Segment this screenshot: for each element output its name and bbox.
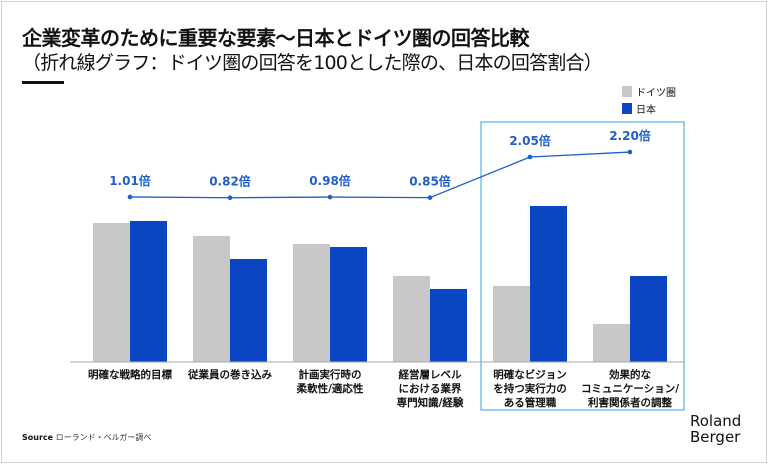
ratio-label: 0.82倍	[209, 174, 251, 189]
legend-swatch	[622, 86, 632, 97]
bar-japan	[530, 206, 567, 362]
x-tick-label: コミュニケーション/	[581, 383, 679, 395]
ratio-point	[127, 194, 133, 200]
x-tick-label: 柔軟性/適応性	[296, 382, 364, 395]
bar-germany	[93, 223, 130, 362]
ratio-point	[327, 194, 333, 200]
x-tick-label: 専門知識/経験	[397, 396, 464, 409]
bar-japan	[630, 276, 667, 362]
bar-germany	[393, 276, 430, 362]
x-tick-label: 利害関係者の調整	[588, 396, 672, 409]
x-tick-label: 明確な戦略的目標	[88, 368, 172, 381]
ratio-line	[129, 151, 631, 199]
highlight-box	[480, 121, 685, 411]
x-tick-label: における業界	[399, 382, 462, 395]
legend-item-japan: 日本	[622, 100, 676, 117]
ratio-label: 0.98倍	[309, 173, 351, 188]
bar-japan	[330, 247, 367, 362]
legend-label: ドイツ圏	[636, 88, 676, 99]
ratio-label: 2.05倍	[509, 133, 551, 148]
x-tick-label: 経営層レベル	[399, 368, 462, 381]
legend: ドイツ圏 日本	[622, 83, 676, 117]
title-rule	[22, 81, 64, 84]
source-text: ローランド・ベルガー調べ	[55, 433, 152, 442]
bar-germany	[493, 286, 530, 362]
ratio-point	[427, 195, 433, 200]
bar-japan	[430, 289, 467, 362]
x-tick-label: 効果的な	[609, 368, 651, 381]
x-tick-label: 明確なビジョン	[493, 368, 567, 381]
ratio-point	[527, 154, 533, 160]
chart-subtitle: （折れ線グラフ：ドイツ圏の回答を100とした際の、日本の回答割合）	[22, 52, 603, 74]
chart-title: 企業変革のために重要な要素～日本とドイツ圏の回答比較	[22, 26, 530, 50]
ratio-point	[227, 195, 233, 201]
legend-label: 日本	[636, 105, 656, 116]
bar-germany	[193, 236, 230, 362]
source-note: Source ローランド・ベルガー調べ	[22, 432, 151, 443]
ratio-point	[627, 149, 633, 155]
x-tick-label: 計画実行時の	[299, 368, 362, 381]
bar-japan	[130, 221, 167, 362]
legend-item-germany: ドイツ圏	[622, 83, 676, 100]
x-tick-label: を持つ実行力の	[493, 382, 567, 395]
ratio-label: 2.20倍	[609, 128, 651, 143]
x-tick-label: 従業員の巻き込み	[187, 368, 272, 381]
bar-germany	[593, 324, 630, 362]
ratio-label: 1.01倍	[109, 173, 151, 188]
logo: Roland Berger	[690, 413, 741, 445]
x-tick-label: ある管理職	[504, 396, 557, 409]
logo-line: Roland	[690, 412, 742, 430]
source-label: Source	[22, 433, 54, 442]
ratio-label: 0.85倍	[409, 174, 451, 189]
logo-line: Berger	[690, 428, 741, 446]
bar-japan	[230, 259, 267, 362]
legend-swatch	[622, 103, 632, 114]
bar-germany	[293, 244, 330, 362]
